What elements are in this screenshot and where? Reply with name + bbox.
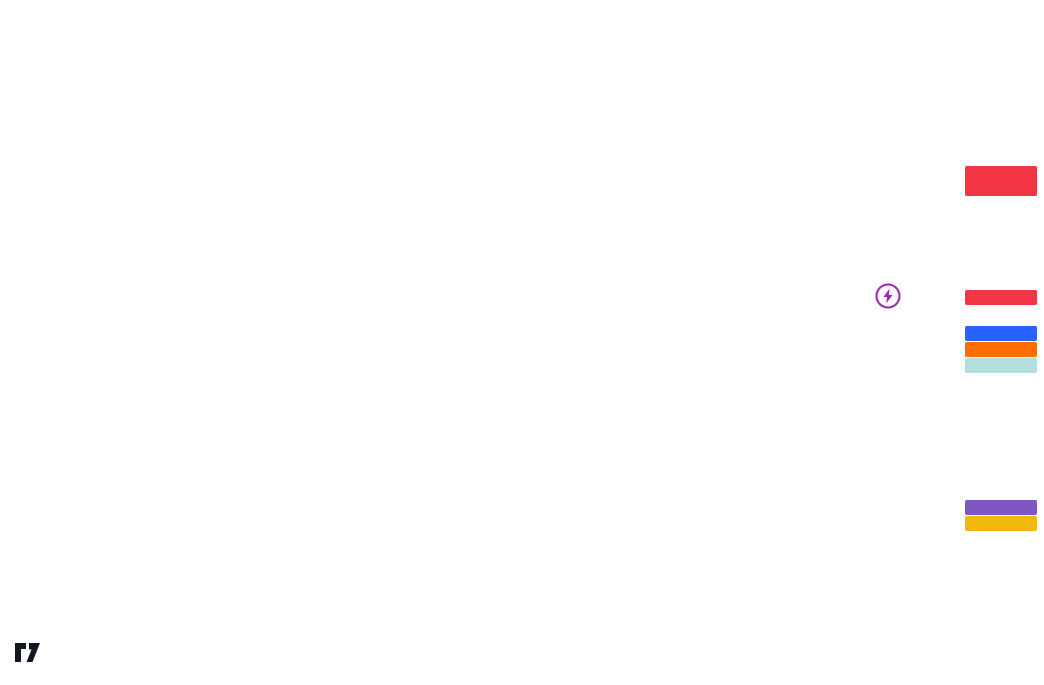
rsi-ma-badge <box>965 516 1037 531</box>
macd-signal-badge <box>965 342 1037 357</box>
volume-legend[interactable] <box>18 53 30 67</box>
tradingview-footer-logo[interactable] <box>14 642 49 664</box>
rsi-legend[interactable] <box>18 458 38 472</box>
macd-legend[interactable] <box>18 318 46 332</box>
tradingview-logo-icon <box>15 643 40 662</box>
current-price-badge <box>965 166 1037 196</box>
macd-line-badge <box>965 326 1037 341</box>
lightning-bolt-icon <box>883 288 893 304</box>
rsi-badge <box>965 500 1037 515</box>
symbol-legend[interactable] <box>18 35 80 49</box>
instant-trading-icon[interactable] <box>874 282 902 310</box>
macd-hist-badge <box>965 358 1037 373</box>
volume-badge <box>965 290 1037 305</box>
